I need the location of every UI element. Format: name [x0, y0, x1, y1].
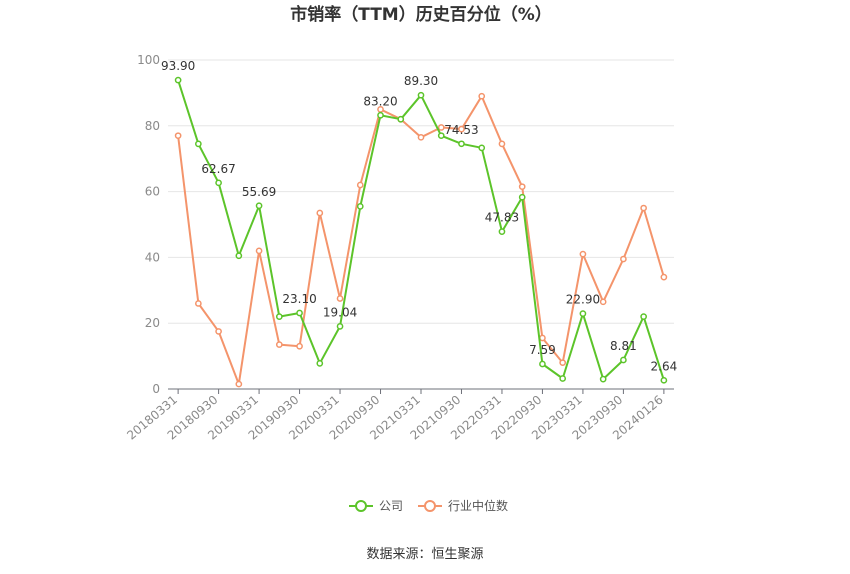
data-point: [377, 111, 384, 119]
data-label: 47.83: [485, 211, 519, 225]
data-point: [599, 298, 607, 306]
data-point: [437, 132, 445, 140]
grid: [168, 59, 674, 324]
data-point: [458, 125, 465, 133]
data-point: [599, 375, 607, 383]
data-label: 62.67: [201, 162, 235, 176]
data-point: [215, 179, 222, 187]
data-point: [559, 359, 567, 367]
data-point: [579, 310, 587, 318]
data-point: [174, 76, 182, 84]
data-point: [195, 300, 202, 307]
data-point: [458, 140, 465, 148]
data-point: [255, 202, 263, 210]
data-point: [539, 334, 546, 342]
y-tick-label-100: 100: [137, 53, 160, 67]
legend-marker: [424, 500, 436, 512]
data-point: [660, 273, 668, 281]
y-axis: 0 20 40 60 80 100: [137, 53, 160, 396]
data-label: 83.20: [363, 94, 397, 108]
series-group: [174, 76, 668, 388]
data-point: [336, 295, 344, 302]
data-point: [640, 204, 647, 212]
data-point: [235, 380, 243, 388]
data-point: [620, 255, 627, 263]
data-point: [437, 124, 445, 131]
legend-item-1[interactable]: 行业中位数: [418, 498, 508, 513]
data-label: 8.81: [610, 339, 637, 353]
legend-label: 行业中位数: [448, 498, 508, 513]
source-note: 数据来源：恒生聚源: [366, 547, 483, 562]
legend[interactable]: 公司 行业中位数: [349, 498, 508, 513]
data-point: [478, 144, 486, 152]
data-point: [579, 250, 587, 258]
data-point: [336, 323, 344, 330]
y-tick-label-40: 40: [145, 250, 160, 264]
x-axis: 2018033120180930201903312019093020200331…: [124, 388, 674, 443]
y-tick-label-0: 0: [152, 382, 160, 396]
data-point: [215, 328, 222, 335]
data-label: 7.59: [529, 343, 556, 357]
data-label: 2.64: [651, 359, 678, 373]
data-point: [275, 341, 283, 348]
data-label: 22.90: [566, 293, 600, 307]
data-point: [356, 203, 364, 210]
data-label: 23.10: [282, 292, 316, 306]
data-point: [417, 91, 425, 99]
data-point: [559, 375, 567, 382]
data-label: 74.53: [444, 123, 478, 137]
data-label: 89.30: [404, 74, 438, 88]
data-label: 55.69: [242, 185, 276, 199]
data-point: [518, 193, 526, 201]
data-point: [174, 132, 182, 140]
y-tick-label-60: 60: [145, 185, 160, 199]
legend-item-0[interactable]: 公司: [349, 499, 403, 513]
data-point: [417, 133, 425, 141]
y-tick-label-20: 20: [145, 316, 160, 330]
data-point: [356, 181, 364, 189]
y-tick-label-80: 80: [145, 119, 160, 133]
data-label: 93.90: [161, 59, 195, 73]
chart-title: 市销率（TTM）历史百分位（%）: [290, 4, 552, 25]
data-point: [518, 183, 526, 191]
data-point: [397, 115, 405, 123]
data-point: [620, 356, 627, 364]
data-point: [275, 313, 283, 320]
data-point: [478, 92, 486, 100]
data-point: [255, 247, 263, 255]
data-point: [296, 342, 303, 350]
legend-marker: [355, 500, 367, 512]
data-label: 19.04: [323, 305, 357, 319]
data-point: [316, 209, 324, 217]
data-point: [640, 313, 647, 320]
data-point: [235, 252, 243, 260]
data-point: [296, 309, 303, 317]
series-line-0: [177, 79, 665, 381]
data-labels: 93.90 62.67 55.69 23.10 19.04 83.20 89.30 74.53…: [161, 59, 677, 373]
data-point: [316, 359, 324, 367]
data-point: [498, 140, 506, 148]
legend-label: 公司: [379, 499, 403, 513]
data-point: [195, 140, 202, 148]
data-point: [539, 360, 546, 368]
data-point: [498, 228, 506, 235]
data-point: [660, 376, 668, 384]
